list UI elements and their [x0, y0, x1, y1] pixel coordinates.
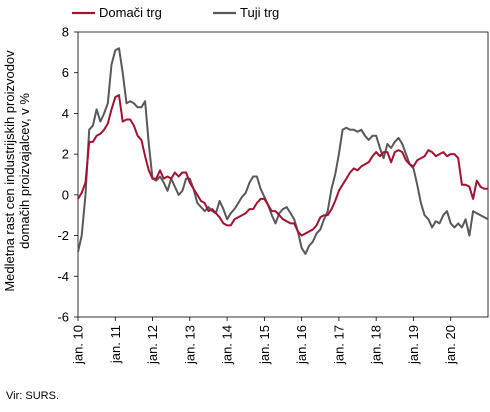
legend-label-domaci: Domači trg: [99, 5, 162, 20]
source-note: Vir: SURS.: [6, 390, 59, 402]
x-tick-label: jan. 18: [369, 325, 384, 365]
legend-label-tuji: Tuji trg: [240, 5, 279, 20]
y-tick-label: 6: [62, 65, 69, 80]
y-axis-title-line2: domačih proizvajalcev, v %: [17, 93, 32, 249]
y-tick-label: 4: [62, 106, 69, 121]
x-axis: jan. 10 jan. 11 jan. 12 jan. 13 jan. 14 jan. …: [71, 317, 458, 365]
y-tick-label: 0: [62, 187, 69, 202]
x-tick-label: jan. 14: [220, 325, 235, 365]
series-line-domaci-trg: [77, 94, 488, 237]
x-tick-label: jan. 17: [331, 325, 346, 365]
y-tick-label: -4: [57, 269, 69, 284]
x-tick-label: jan. 13: [182, 325, 197, 365]
y-axis-title: Medletna rast cen industrijskih proizvod…: [2, 50, 32, 292]
x-tick-label: jan. 20: [443, 325, 458, 365]
x-tick-label: jan. 10: [71, 325, 86, 365]
series-layer: [77, 47, 489, 255]
x-tick-label: jan. 16: [294, 325, 309, 365]
y-tick-label: -6: [57, 310, 69, 325]
x-tick-label: jan. 12: [145, 325, 160, 365]
plot-area-frame: [77, 31, 489, 318]
x-tick-label: jan. 19: [406, 325, 421, 365]
x-tick-label: jan. 11: [108, 325, 123, 364]
y-tick-label: 8: [62, 25, 69, 40]
y-axis: 8 6 4 2 0 -2 -4 -6: [57, 25, 78, 325]
x-tick-label: jan. 15: [257, 325, 272, 365]
series-line-tuji-trg: [77, 47, 489, 255]
y-tick-label: -2: [57, 228, 69, 243]
legend: Domači trg Tuji trg: [72, 5, 279, 20]
y-tick-label: 2: [62, 147, 69, 162]
y-axis-title-line1: Medletna rast cen industrijskih proizvod…: [2, 50, 17, 292]
